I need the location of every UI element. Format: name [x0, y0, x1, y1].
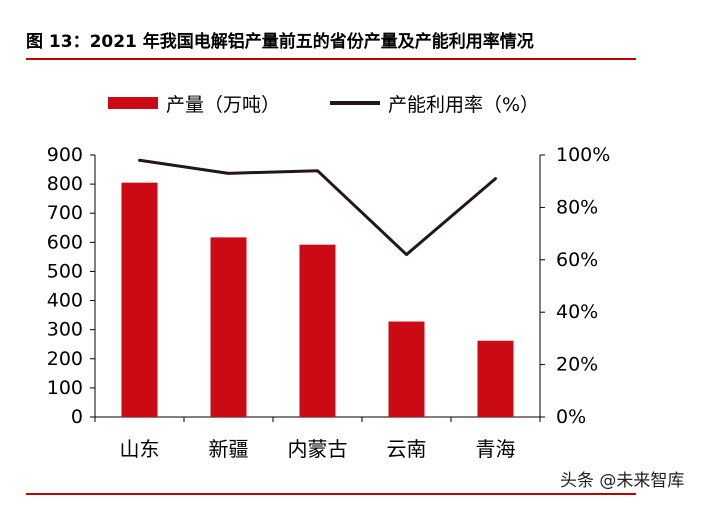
legend-bar-swatch	[108, 97, 158, 109]
bar-production-0	[121, 182, 158, 417]
y-left-tick-label: 800	[47, 173, 83, 195]
bar-production-2	[299, 244, 336, 417]
y-right-tick-label: 40%	[556, 301, 598, 323]
y-right-tick-label: 0%	[556, 406, 586, 428]
legend-line-label: 产能利用率（%）	[388, 93, 540, 116]
y-left-tick-label: 300	[47, 319, 83, 341]
footer-divider	[26, 493, 636, 495]
legend-bar-label: 产量（万吨）	[166, 93, 281, 116]
y-right-tick-label: 100%	[556, 144, 610, 166]
x-tick-label: 内蒙古	[288, 437, 348, 461]
legend-item-utilization: 产能利用率（%）	[330, 88, 539, 118]
y-left-tick-label: 100	[47, 377, 83, 399]
bar-production-1	[210, 237, 247, 417]
y-left-tick-label: 700	[47, 202, 83, 224]
bar-production-3	[388, 321, 425, 417]
y-right-tick-label: 60%	[556, 249, 598, 271]
bar-production-4	[477, 340, 514, 417]
x-tick-label: 山东	[120, 437, 160, 461]
y-left-tick-label: 400	[47, 290, 83, 312]
y-right-tick-label: 80%	[556, 196, 598, 218]
y-left-tick-label: 600	[47, 231, 83, 253]
chart-title: 图 13：2021 年我国电解铝产量前五的省份产量及产能利用率情况	[26, 32, 534, 52]
legend-line-swatch	[330, 101, 380, 105]
x-tick-label: 新疆	[209, 437, 249, 461]
y-left-tick-label: 900	[47, 144, 83, 166]
legend-item-production: 产量（万吨）	[108, 88, 280, 118]
x-tick-label: 云南	[387, 437, 427, 461]
y-left-tick-label: 500	[47, 260, 83, 282]
x-tick-label: 青海	[476, 437, 516, 461]
line-utilization	[138, 158, 497, 257]
y-left-tick-label: 200	[47, 348, 83, 370]
watermark: 头条 @未来智库	[560, 471, 685, 491]
y-right-tick-label: 20%	[556, 354, 598, 376]
title-divider	[26, 58, 636, 60]
y-left-tick-label: 0	[71, 406, 83, 428]
